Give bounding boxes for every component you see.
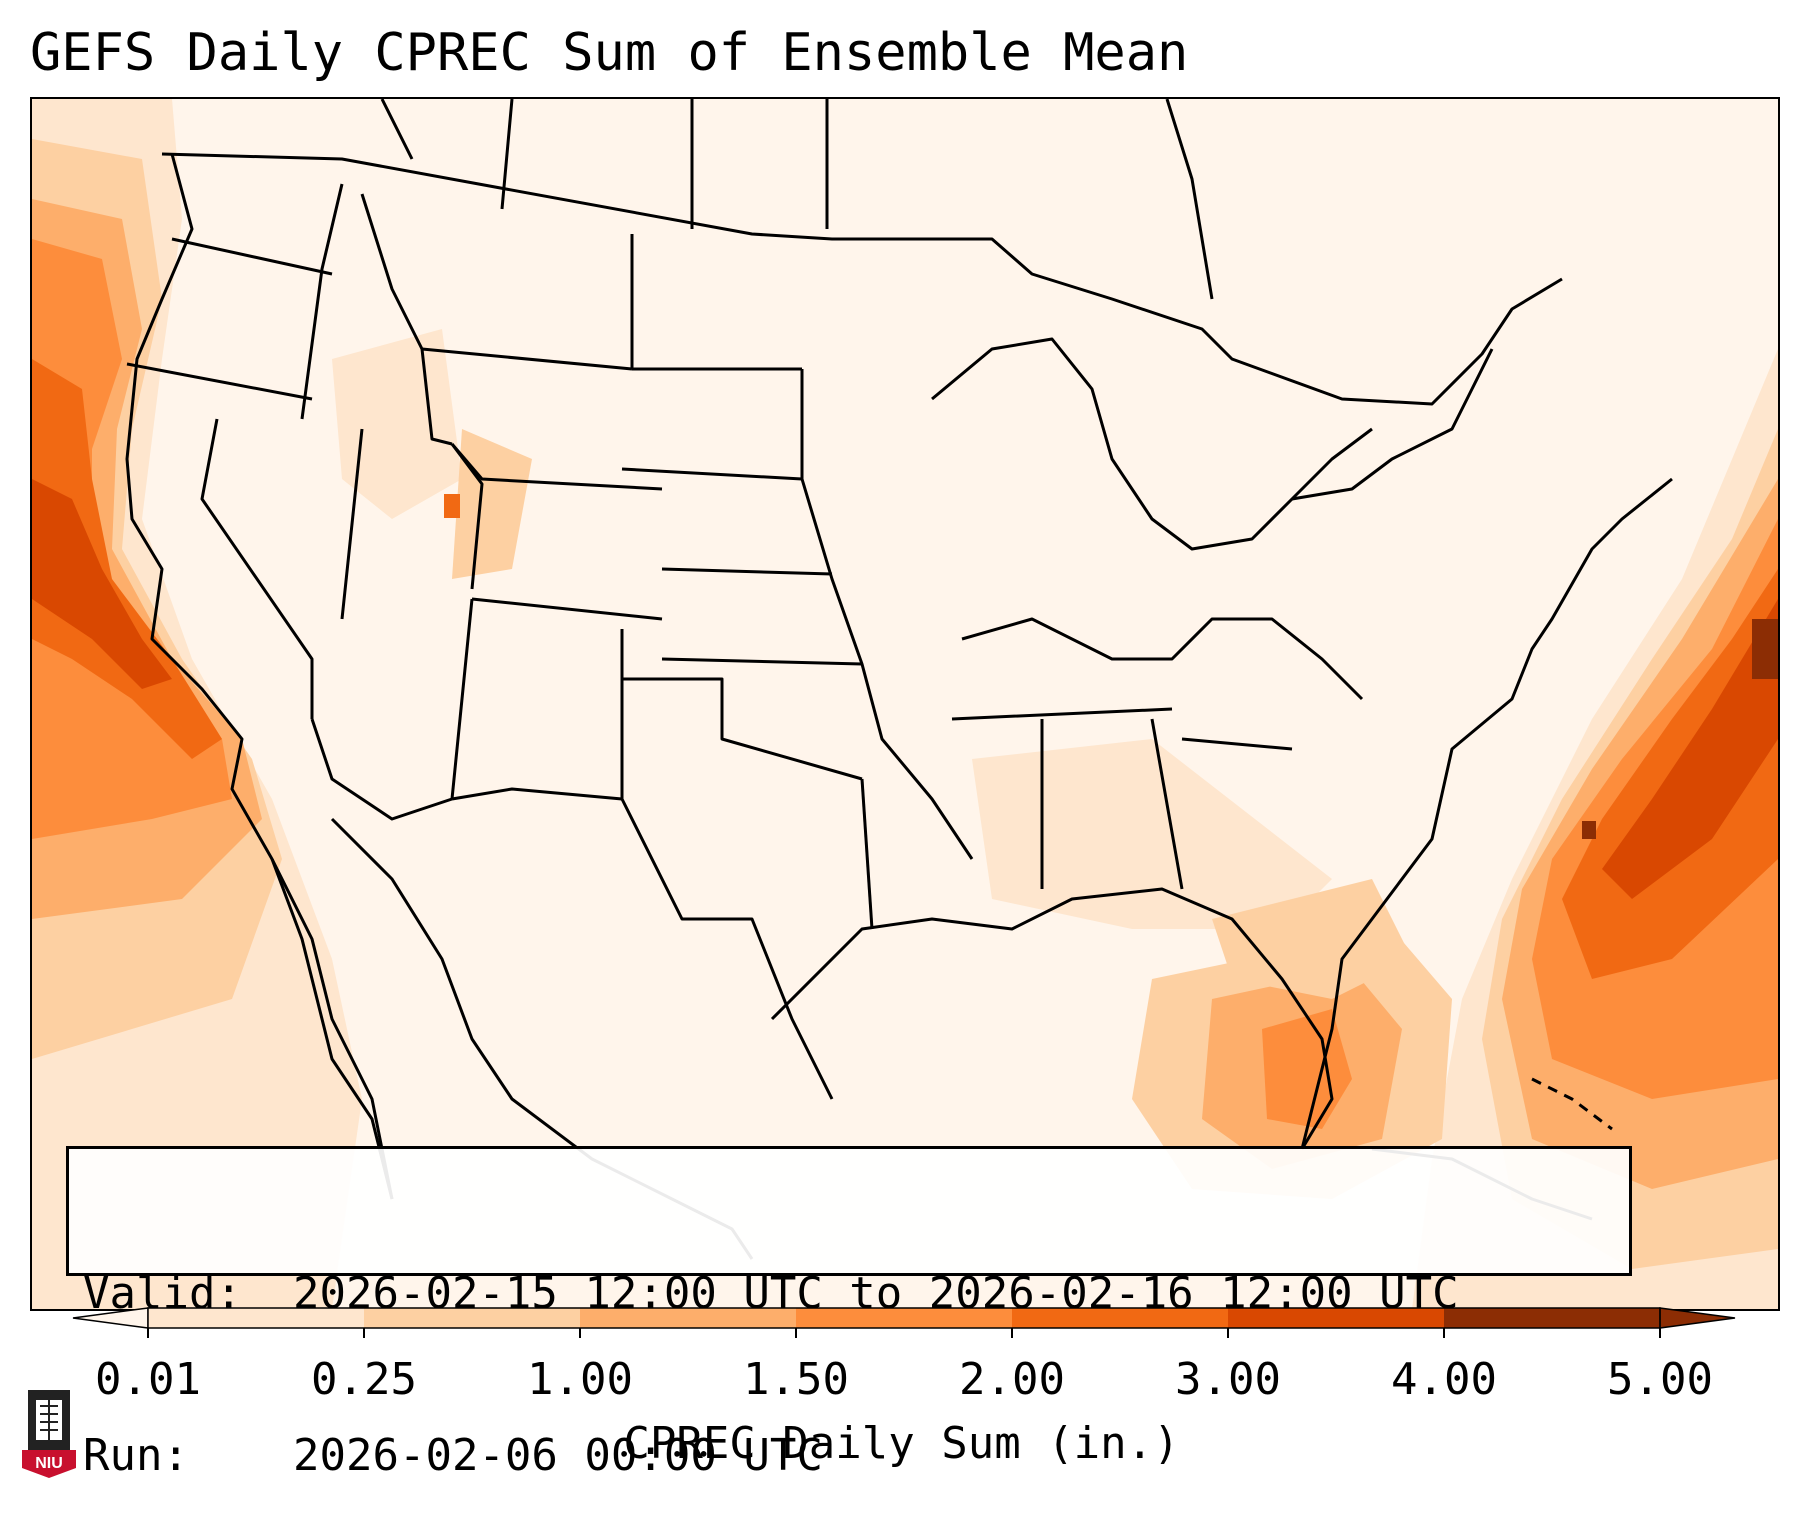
west-coast	[125, 153, 394, 1200]
colorbar-tick-label: 4.00	[1391, 1354, 1497, 1405]
tn-ms-al	[951, 707, 1293, 890]
run-key: Run:	[83, 1430, 189, 1481]
precipitation-map	[32, 99, 1778, 1309]
colorbar-segment	[580, 1308, 796, 1328]
southeast-patch	[972, 739, 1332, 929]
colorbar	[72, 1307, 1736, 1338]
atlantic-band-max	[1602, 599, 1778, 899]
east-coast	[1300, 477, 1673, 1150]
us-canada-border	[161, 152, 1563, 406]
nm-tx	[451, 629, 624, 801]
colorbar-segment	[796, 1308, 1012, 1328]
colorbar-tick-label: 3.00	[1175, 1354, 1281, 1405]
pacific-band-core	[32, 359, 222, 759]
baja	[270, 858, 394, 1200]
atlantic-peak	[1752, 619, 1778, 679]
nv-ut	[340, 428, 364, 620]
atlantic-peak-2	[1582, 821, 1596, 839]
mt-wy	[421, 347, 633, 371]
colorbar-tick-label: 0.25	[311, 1354, 417, 1405]
run-value: 2026-02-06 00:00 UTC	[293, 1430, 823, 1481]
colorbar-tick-label: 1.50	[743, 1354, 849, 1405]
colorbar-label: CPREC Daily Sum (in.)	[623, 1418, 1180, 1469]
wy-co	[450, 443, 663, 491]
ne-ks	[661, 567, 833, 576]
logo-badge	[22, 1450, 76, 1478]
colorbar-segment	[1228, 1308, 1444, 1328]
sd-ne	[621, 467, 803, 481]
or-ca-nv	[126, 362, 313, 401]
pacific-band-max	[32, 479, 172, 689]
colorbar-tick-label: 1.00	[527, 1354, 633, 1405]
logo-text: NIU	[35, 1455, 63, 1472]
colorbar-segment	[148, 1308, 364, 1328]
map-panel	[30, 97, 1780, 1311]
valid-run-info: Valid: 2026-02-15 12:00 UTC to 2026-02-16…	[66, 1146, 1632, 1481]
ca-nv	[200, 418, 314, 719]
co-nm	[471, 597, 663, 621]
map-title: GEFS Daily CPREC Sum of Ensemble Mean	[30, 23, 1189, 83]
interior-patch-1	[332, 329, 462, 519]
precip-shading	[32, 99, 1778, 1309]
atlantic-coast-patch	[1212, 879, 1412, 999]
ohio-valley	[961, 617, 1364, 701]
colorbar-extend-high	[1659, 1307, 1736, 1329]
tx-la	[860, 778, 874, 930]
bahamas	[1531, 1077, 1613, 1131]
colorbar-tick-label: 0.01	[95, 1354, 201, 1405]
utah-peak	[444, 494, 460, 518]
az-nm	[450, 598, 474, 800]
colorbar-tick-label: 5.00	[1607, 1354, 1713, 1405]
colorbar-segment	[364, 1308, 580, 1328]
colorbar-tick-label: 2.00	[959, 1354, 1065, 1405]
northeast	[1291, 348, 1494, 501]
niu-logo: NIU	[22, 1390, 76, 1478]
colorbar-segment	[1012, 1308, 1228, 1328]
boundaries	[125, 99, 1673, 1260]
great-lakes-region	[931, 337, 1373, 551]
canada-provinces	[380, 99, 1214, 300]
ok-tx	[622, 677, 863, 781]
idaho-west	[300, 183, 344, 420]
ks-ok	[661, 657, 863, 666]
wa-or	[171, 237, 333, 276]
colorbar-outline	[147, 1307, 1661, 1329]
mississippi-river	[800, 369, 974, 860]
colorbar-extend-low	[72, 1307, 149, 1329]
colorbar-segment	[1444, 1308, 1660, 1328]
ca-az	[310, 718, 453, 821]
